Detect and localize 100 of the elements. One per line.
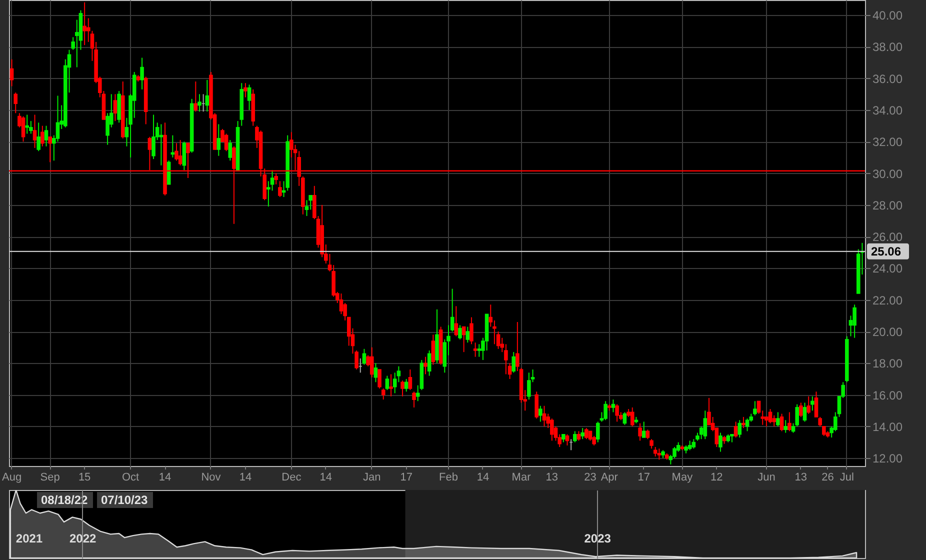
y-tick-label: 16.00 bbox=[872, 388, 903, 402]
candlestick bbox=[278, 180, 282, 198]
candlestick bbox=[852, 304, 856, 338]
y-tick-label: 38.00 bbox=[872, 40, 903, 54]
x-tick-label: 2022 bbox=[69, 532, 96, 546]
candlestick bbox=[768, 408, 772, 424]
y-tick-label: 34.00 bbox=[872, 103, 903, 118]
candlestick bbox=[140, 57, 144, 90]
candlestick bbox=[152, 114, 156, 160]
candlestick bbox=[473, 342, 478, 358]
ref-line-label: 25.06 bbox=[871, 244, 902, 258]
candlestick bbox=[274, 172, 278, 185]
candlestick bbox=[198, 94, 202, 112]
candlestick bbox=[178, 140, 182, 166]
candlestick bbox=[772, 414, 776, 427]
candlestick bbox=[592, 435, 596, 446]
candlestick bbox=[216, 124, 221, 156]
candlestick bbox=[799, 402, 803, 418]
candlestick bbox=[21, 116, 26, 142]
x-tick-label: Feb bbox=[439, 472, 458, 484]
y-tick-label: 30.00 bbox=[872, 166, 903, 181]
x-tick-label: Sep bbox=[40, 472, 60, 484]
x-tick-label: 17 bbox=[638, 472, 650, 484]
candlestick bbox=[370, 346, 374, 378]
candlestick bbox=[389, 374, 393, 397]
candlestick bbox=[604, 400, 608, 421]
x-tick-label: 13 bbox=[546, 472, 558, 484]
candlestick bbox=[14, 92, 18, 114]
y-tick-label: 32.00 bbox=[872, 135, 903, 150]
x-tick-label: 14 bbox=[158, 472, 172, 484]
x-tick-label: 12 bbox=[710, 472, 723, 484]
candlestick bbox=[734, 421, 738, 438]
candlestick bbox=[646, 429, 650, 440]
candlestick bbox=[584, 428, 588, 440]
candlestick bbox=[565, 434, 570, 446]
candlestick bbox=[615, 404, 619, 422]
candlestick bbox=[10, 58, 14, 87]
annotation: 07/10/23 bbox=[101, 493, 148, 507]
candlestick bbox=[48, 136, 52, 163]
x-tick-label: 13 bbox=[794, 472, 808, 484]
candlestick bbox=[400, 380, 404, 397]
candlestick bbox=[788, 412, 792, 432]
candlestick bbox=[657, 448, 662, 460]
candlestick bbox=[454, 306, 458, 337]
candlestick bbox=[159, 124, 164, 166]
y-tick-label: 12.00 bbox=[872, 452, 903, 466]
candlestick bbox=[385, 375, 390, 391]
candlestick bbox=[182, 141, 186, 171]
candlestick bbox=[622, 412, 627, 426]
annotation: 08/18/22 bbox=[41, 493, 88, 507]
candlestick bbox=[588, 430, 592, 442]
candlestick bbox=[244, 82, 248, 98]
candlestick bbox=[780, 413, 784, 432]
x-tick-label: 23 bbox=[584, 472, 596, 484]
candlestick bbox=[404, 378, 408, 392]
candlestick bbox=[776, 412, 780, 427]
x-tick-label: Apr bbox=[600, 472, 618, 484]
x-tick-label: 2021 bbox=[16, 532, 43, 546]
x-tick-label: Mar bbox=[512, 472, 532, 484]
candlestick bbox=[538, 405, 542, 422]
y-tick-label: 14.00 bbox=[872, 420, 903, 434]
y-tick-label: 26.00 bbox=[872, 230, 903, 244]
candlestick bbox=[806, 396, 810, 414]
candlestick bbox=[466, 326, 470, 344]
x-tick-label: Nov bbox=[201, 472, 222, 484]
candlestick bbox=[550, 418, 554, 442]
candlestick bbox=[412, 391, 416, 408]
x-tick-label: 15 bbox=[78, 472, 91, 484]
y-tick-label: 22.00 bbox=[872, 293, 903, 308]
y-tick-label: 24.00 bbox=[872, 262, 903, 276]
candlestick bbox=[362, 348, 366, 366]
x-tick-label: 26 bbox=[822, 472, 834, 484]
candlestick bbox=[205, 79, 210, 112]
candlestick bbox=[247, 84, 252, 110]
candlestick bbox=[224, 133, 228, 152]
candlestick bbox=[576, 430, 581, 442]
candlestick bbox=[810, 396, 814, 412]
x-tick-label: May bbox=[672, 472, 694, 484]
candlestick bbox=[381, 388, 386, 400]
candlestick bbox=[718, 432, 722, 452]
x-tick-label: Jun bbox=[758, 472, 776, 484]
candlestick bbox=[573, 430, 577, 443]
candlestick bbox=[36, 122, 40, 152]
x-tick-label: 14 bbox=[476, 472, 490, 484]
x-tick-label: Jan bbox=[363, 472, 381, 484]
y-tick-label: 28.00 bbox=[872, 198, 903, 212]
candlestick bbox=[596, 421, 600, 443]
candlestick bbox=[611, 399, 616, 413]
candlestick bbox=[32, 114, 37, 148]
candlestick bbox=[542, 405, 546, 427]
y-tick-label: 18.00 bbox=[872, 356, 903, 371]
candlestick bbox=[477, 344, 482, 358]
candlestick bbox=[427, 350, 432, 376]
candlestick bbox=[40, 125, 44, 147]
candlestick bbox=[784, 420, 788, 434]
candlestick bbox=[738, 420, 742, 438]
candlestick bbox=[228, 140, 232, 162]
candlestick bbox=[703, 410, 708, 440]
candlestick bbox=[692, 438, 696, 450]
candlestick bbox=[650, 438, 654, 450]
